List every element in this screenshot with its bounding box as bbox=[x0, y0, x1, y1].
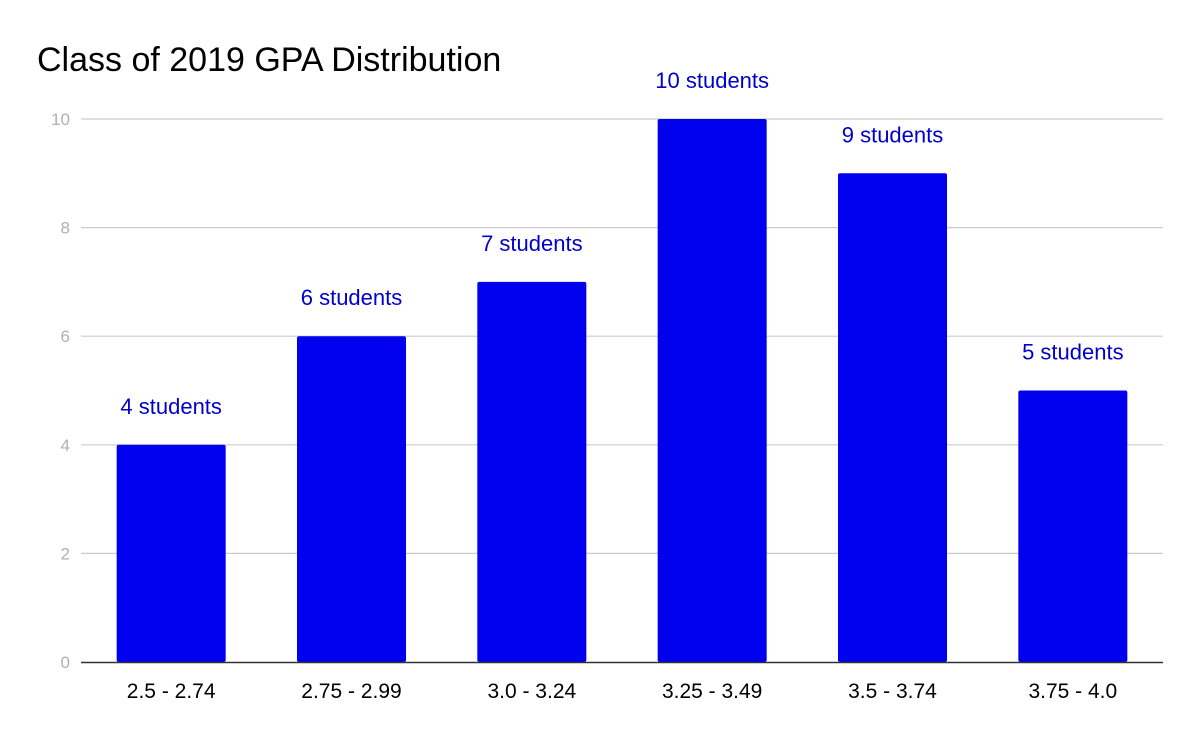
bars bbox=[116, 119, 1128, 663]
chart-title: Class of 2019 GPA Distribution bbox=[37, 41, 501, 79]
bar bbox=[838, 173, 947, 663]
y-tick-label: 2 bbox=[61, 544, 70, 563]
x-tick-label: 2.75 - 2.99 bbox=[301, 680, 401, 703]
x-tick-label: 2.5 - 2.74 bbox=[127, 680, 216, 703]
bar bbox=[657, 119, 767, 662]
bar bbox=[477, 281, 587, 662]
data-label: 9 students bbox=[842, 122, 944, 147]
x-tick-label: 3.0 - 3.24 bbox=[487, 680, 576, 703]
gridlines bbox=[81, 118, 1163, 555]
data-label: 6 students bbox=[301, 285, 403, 310]
y-axis-ticks: 0 2 4 6 8 10 bbox=[51, 110, 70, 672]
y-tick-label: 4 bbox=[61, 436, 70, 455]
y-tick-label: 10 bbox=[51, 110, 70, 129]
x-axis-categories: 2.5 - 2.74 2.75 - 2.99 3.0 - 3.24 3.25 - 3.… bbox=[127, 680, 1117, 703]
x-tick-label: 3.75 - 4.0 bbox=[1028, 680, 1117, 703]
bar bbox=[1018, 390, 1128, 662]
data-label: 5 students bbox=[1022, 340, 1124, 365]
bar bbox=[116, 444, 226, 662]
y-tick-label: 0 bbox=[61, 653, 70, 672]
bar bbox=[297, 336, 406, 662]
data-label: 10 students bbox=[655, 68, 769, 93]
data-label: 4 students bbox=[120, 394, 222, 419]
data-label: 7 students bbox=[481, 231, 583, 256]
x-tick-label: 3.5 - 3.74 bbox=[848, 680, 937, 703]
y-tick-label: 8 bbox=[61, 219, 70, 238]
y-tick-label: 6 bbox=[61, 327, 70, 346]
data-labels: 4 students 6 students 7 students 10 student… bbox=[120, 68, 1123, 419]
x-tick-label: 3.25 - 3.49 bbox=[662, 680, 762, 703]
